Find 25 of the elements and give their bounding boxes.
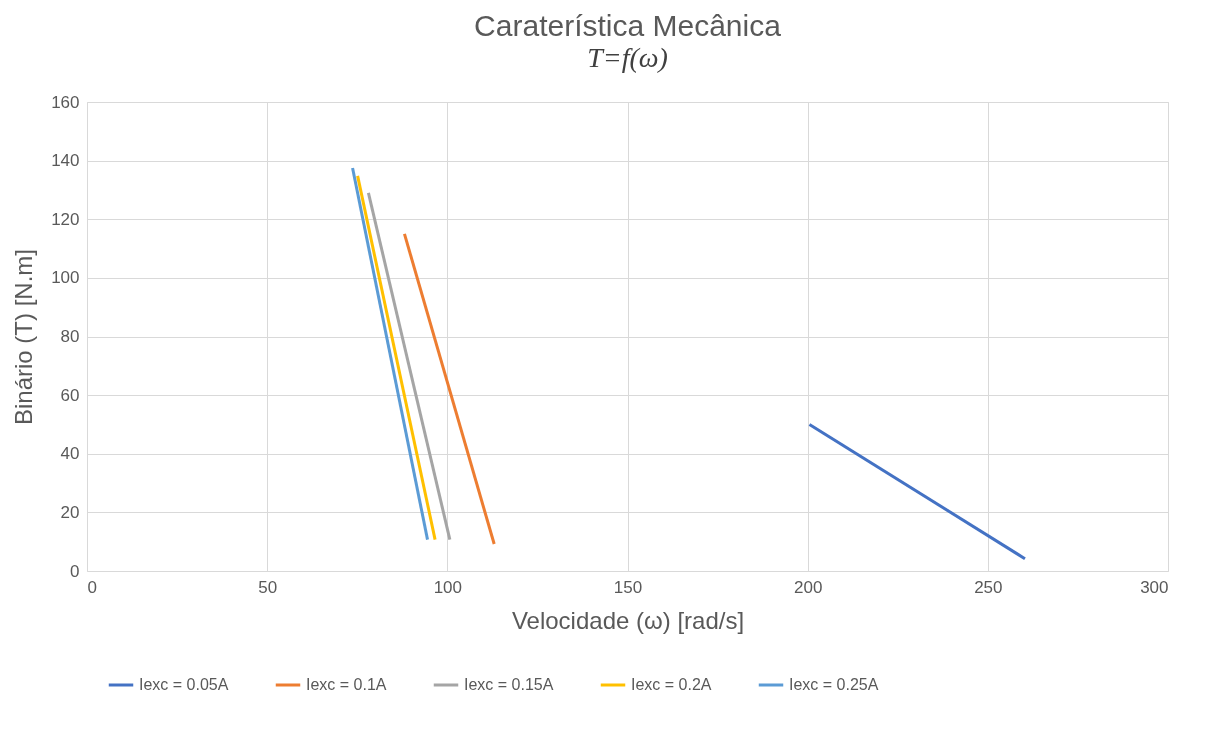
x-tick-label: 250	[974, 577, 1003, 597]
y-tick-label: 40	[60, 444, 80, 464]
y-tick-label: 80	[60, 327, 80, 346]
legend-label: Iexc = 0.25A	[789, 676, 879, 693]
chart-title: Caraterística Mecânica	[474, 9, 782, 42]
x-tick-label: 150	[613, 577, 643, 597]
y-tick-label: 120	[51, 209, 80, 229]
x-axis-title: Velocidade (ω) [rad/s]	[511, 606, 745, 634]
legend-label: Iexc = 0.15A	[464, 676, 554, 693]
y-axis-title: Binário (T) [N.m]	[10, 248, 38, 426]
x-tick-label: 300	[1140, 577, 1169, 597]
x-tick-label: 0	[87, 577, 97, 597]
y-tick-label: 20	[60, 502, 80, 522]
x-tick-label: 200	[793, 577, 823, 597]
y-tick-label: 100	[51, 268, 80, 288]
y-tick-label: 160	[51, 92, 80, 112]
y-tick-label: 140	[51, 151, 80, 171]
y-tick-label: 60	[60, 385, 80, 405]
x-tick-label: 100	[433, 577, 463, 597]
legend-label: Iexc = 0.2A	[631, 676, 712, 693]
y-tick-label: 0	[70, 561, 80, 581]
x-tick-label: 50	[258, 577, 278, 597]
legend-label: Iexc = 0.1A	[306, 676, 387, 693]
chart-subtitle: T=f(ω)	[587, 42, 668, 73]
legend-label: Iexc = 0.05A	[139, 676, 229, 693]
